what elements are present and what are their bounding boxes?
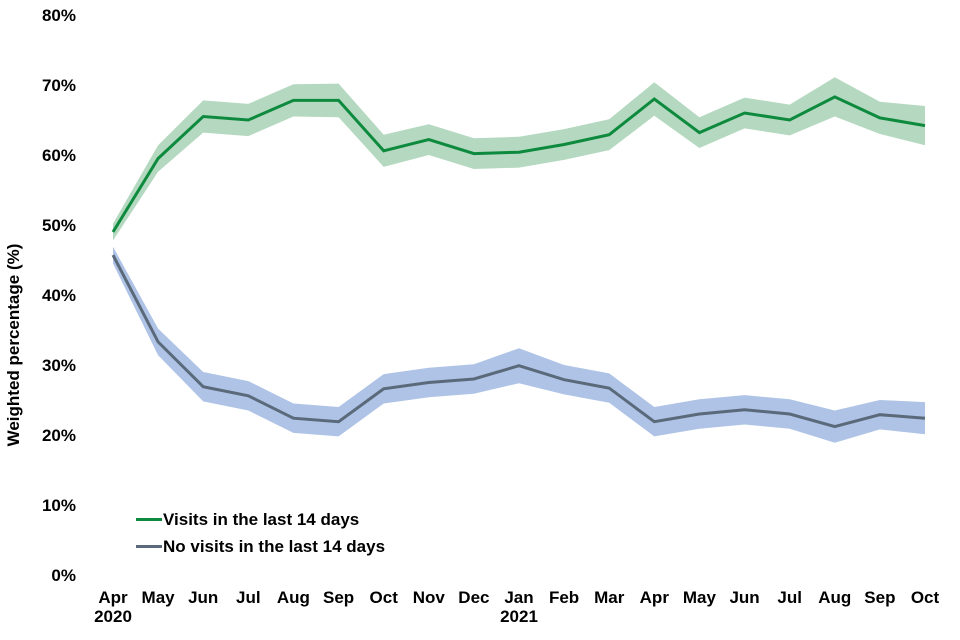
x-tick-label: Jun — [188, 588, 218, 607]
y-tick-label: 0% — [51, 566, 76, 585]
x-tick-label: Sep — [323, 588, 354, 607]
confidence-band-visits-in-the-last-14-days — [113, 77, 925, 241]
legend-item-visits: Visits in the last 14 days — [136, 506, 385, 533]
y-tick-label: 50% — [42, 216, 76, 235]
x-tick-label: Jul — [236, 588, 261, 607]
x-tick-label: Aug — [277, 588, 310, 607]
y-tick-label: 60% — [42, 146, 76, 165]
x-tick-label: Dec — [458, 588, 489, 607]
x-tick-label: Jun — [729, 588, 759, 607]
legend-line-swatch-visits — [136, 518, 162, 521]
confidence-band-no-visits-in-the-last-14-days — [113, 246, 925, 443]
legend-label-visits: Visits in the last 14 days — [163, 509, 360, 529]
x-year-label: 2020 — [94, 607, 132, 626]
x-tick-label: May — [142, 588, 176, 607]
y-tick-label: 70% — [42, 76, 76, 95]
x-tick-label: Oct — [370, 588, 399, 607]
legend-line-swatch-no-visits — [136, 545, 162, 548]
legend-item-no-visits: No visits in the last 14 days — [136, 533, 385, 560]
series-line-no-visits-in-the-last-14-days — [111, 254, 926, 429]
x-tick-label: Apr — [98, 588, 128, 607]
legend-label-no-visits: No visits in the last 14 days — [163, 536, 386, 556]
x-tick-label: Jul — [777, 588, 802, 607]
x-year-label: 2021 — [500, 607, 538, 626]
y-tick-label: 30% — [42, 356, 76, 375]
x-tick-label: Oct — [911, 588, 940, 607]
y-tick-label: 10% — [42, 496, 76, 515]
legend: Visits in the last 14 days No visits in … — [136, 506, 385, 560]
x-tick-label: Apr — [640, 588, 670, 607]
x-tick-label: Mar — [594, 588, 625, 607]
series-line-visits-in-the-last-14-days — [111, 95, 926, 233]
x-tick-label: Feb — [549, 588, 579, 607]
y-tick-label: 40% — [42, 286, 76, 305]
x-tick-label: Jan — [504, 588, 533, 607]
y-axis-title: Weighted percentage (%) — [4, 243, 23, 447]
x-tick-label: Nov — [413, 588, 446, 607]
x-tick-label: Sep — [864, 588, 895, 607]
x-tick-label: Aug — [818, 588, 851, 607]
x-tick-label: May — [683, 588, 717, 607]
y-tick-label: 20% — [42, 426, 76, 445]
y-tick-label: 80% — [42, 6, 76, 25]
